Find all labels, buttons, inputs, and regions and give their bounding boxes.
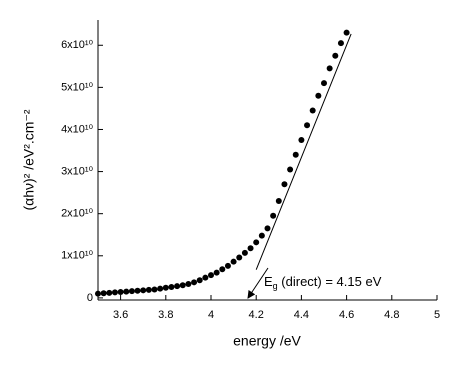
data-point	[337, 40, 344, 47]
x-tick-label: 4.8	[384, 309, 399, 321]
data-point	[196, 277, 203, 284]
x-tick-label: 5	[434, 309, 440, 321]
data-point	[202, 274, 209, 281]
data-point	[224, 262, 231, 269]
x-tick-label: 4.2	[249, 309, 264, 321]
data-point	[111, 289, 118, 296]
data-point	[258, 232, 265, 239]
data-point	[298, 137, 305, 143]
data-point	[253, 239, 260, 246]
data-point	[309, 107, 316, 114]
data-point	[304, 122, 311, 129]
data-point	[168, 283, 175, 290]
data-point	[315, 92, 322, 99]
data-point	[213, 269, 220, 276]
data-point	[151, 286, 158, 293]
data-point	[247, 245, 254, 252]
y-tick-label: 6x10¹⁰	[61, 39, 94, 51]
data-point	[106, 289, 113, 296]
x-tick-label: 4	[208, 309, 214, 321]
x-axis-label: energy /eV	[233, 333, 301, 349]
annotation-text: (direct) = 4.15 eV	[278, 274, 382, 289]
annotation: Eg (direct) = 4.15 eV	[264, 274, 382, 291]
fit-line	[255, 33, 352, 270]
data-point	[326, 65, 333, 72]
data-point	[270, 212, 277, 219]
y-tick-label: 5x10¹⁰	[61, 81, 94, 93]
data-point	[162, 284, 169, 291]
data-point	[179, 282, 186, 289]
data-point	[174, 283, 181, 290]
data-point	[275, 198, 282, 205]
data-point	[95, 290, 101, 297]
data-point	[128, 288, 135, 295]
y-tick-label: 0	[87, 292, 93, 304]
data-point	[145, 286, 152, 293]
data-point	[321, 80, 327, 87]
x-tick-label: 3.8	[158, 309, 173, 321]
data-point	[117, 289, 124, 295]
x-tick-label: 4.6	[339, 309, 354, 321]
x-tick-label: 4.4	[294, 309, 309, 321]
data-point	[230, 258, 237, 265]
data-point	[140, 287, 147, 294]
data-point	[123, 288, 130, 295]
data-point	[292, 151, 299, 158]
data-point	[236, 254, 243, 261]
y-tick-label: 2x10¹⁰	[61, 208, 94, 220]
data-point	[332, 52, 339, 59]
y-tick-label: 1x10¹⁰	[61, 250, 94, 262]
annotation-symbol: E	[264, 274, 273, 289]
data-point	[100, 290, 107, 297]
data-point	[241, 249, 248, 256]
data-point	[264, 225, 271, 232]
data-point	[208, 272, 214, 279]
annotation-arrow	[247, 267, 269, 299]
data-point	[134, 287, 141, 294]
data-point	[287, 166, 294, 173]
data-point	[219, 266, 226, 273]
data-point	[343, 29, 350, 36]
data-point	[191, 279, 198, 286]
annotation-subscript: g	[273, 281, 278, 291]
y-axis-label: (αhν)² /eV².cm⁻²	[21, 109, 37, 210]
data-point	[157, 285, 164, 292]
y-tick-label: 4x10¹⁰	[61, 123, 94, 135]
data-point	[281, 181, 288, 188]
data-point	[185, 281, 192, 287]
x-tick-label: 3.6	[113, 309, 128, 321]
y-tick-label: 3x10¹⁰	[61, 165, 94, 177]
